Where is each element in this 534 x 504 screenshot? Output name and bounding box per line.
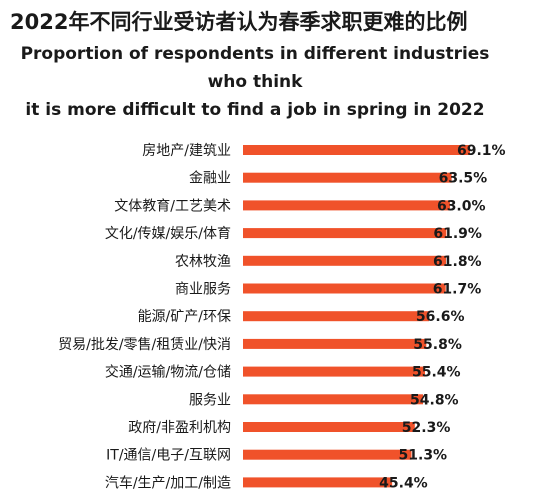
- category-label-9: 服务业: [189, 392, 231, 408]
- category-label-1: 金融业: [189, 171, 231, 187]
- bar-10: [243, 422, 415, 432]
- subtitle-line-2: it is more difficult to find a job in sp…: [25, 100, 485, 120]
- value-label-12: 45.4%: [379, 475, 428, 491]
- value-label-7: 55.8%: [413, 337, 462, 353]
- category-label-12: 汽车/生产/加工/制造: [105, 474, 231, 491]
- category-label-6: 能源/矿产/环保: [138, 309, 231, 325]
- value-label-2: 63.0%: [437, 198, 486, 214]
- bar-11: [243, 449, 412, 460]
- category-label-4: 农林牧渔: [175, 254, 231, 270]
- value-label-3: 61.9%: [433, 226, 482, 242]
- bar-5: [243, 283, 446, 294]
- bar-6: [243, 311, 429, 322]
- bar-3: [243, 228, 447, 239]
- value-label-10: 52.3%: [402, 420, 451, 436]
- value-label-4: 61.8%: [433, 254, 482, 270]
- bar-0: [243, 145, 470, 155]
- bar-4: [243, 255, 447, 266]
- category-label-11: IT/通信/电子/互联网: [106, 448, 231, 464]
- chart-title: 2022年不同行业受访者认为春季求职更难的比例: [10, 10, 468, 34]
- bar-2: [243, 200, 450, 211]
- category-label-5: 商业服务: [175, 282, 231, 298]
- category-label-8: 交通/运输/物流/仓储: [105, 364, 231, 381]
- value-label-6: 56.6%: [416, 309, 465, 325]
- value-label-8: 55.4%: [412, 365, 461, 381]
- category-label-3: 文化/传媒/娱乐/体育: [105, 226, 231, 242]
- subtitle-line-1: Proportion of respondents in different i…: [20, 44, 490, 92]
- category-label-10: 政府/非盈利机构: [128, 420, 231, 436]
- value-label-9: 54.8%: [410, 392, 459, 408]
- bar-9: [243, 394, 424, 405]
- value-label-5: 61.7%: [433, 282, 482, 298]
- bar-1: [243, 172, 452, 183]
- bar-12: [243, 477, 393, 488]
- value-label-0: 69.1%: [457, 143, 506, 159]
- category-label-7: 贸易/批发/零售/租赁业/快消: [58, 337, 231, 353]
- category-label-2: 文体教育/工艺美术: [114, 198, 231, 214]
- value-label-1: 63.5%: [439, 171, 488, 187]
- chart-subtitle: Proportion of respondents in different i…: [0, 40, 510, 124]
- value-label-11: 51.3%: [399, 448, 448, 464]
- category-label-0: 房地产/建筑业: [142, 143, 231, 159]
- bar-7: [243, 338, 427, 349]
- bar-8: [243, 366, 425, 377]
